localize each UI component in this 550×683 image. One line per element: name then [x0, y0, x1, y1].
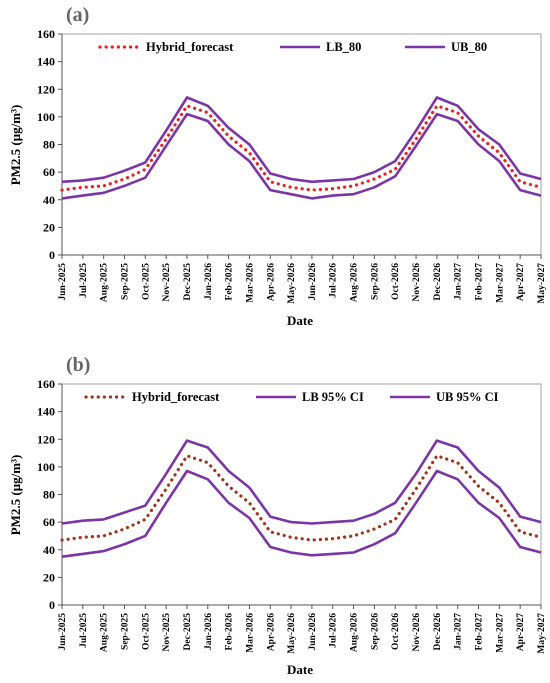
series-line-lb-95-ci [61, 469, 542, 558]
x-tick-label: Mar-2027 [495, 263, 505, 303]
x-axis-title-b: Date [287, 662, 313, 677]
y-tick-label: 60 [43, 165, 55, 179]
x-tick-label: May-2026 [287, 613, 297, 654]
y-axis-title-a: PM2.5 (μg/m³) [8, 105, 23, 186]
x-tick-label: May-2027 [537, 263, 547, 304]
x-tick-label: Aug-2026 [350, 613, 360, 652]
x-tick-label: Jan-2026 [204, 263, 214, 300]
y-tick-label: 100 [37, 460, 55, 474]
x-tick-label: Jan-2027 [454, 613, 464, 650]
y-tick-label: 60 [43, 515, 55, 529]
y-axis-title-b: PM2.5 (μg/m³) [8, 455, 23, 536]
x-tick-label: Oct-2026 [391, 613, 401, 650]
x-tick-label: Oct-2025 [141, 613, 151, 650]
series-line-ub-80 [61, 96, 542, 184]
x-tick-label: Jun-2025 [58, 263, 68, 301]
x-tick-label: Feb-2027 [475, 613, 485, 651]
x-tick-label: Jan-2026 [204, 613, 214, 650]
panel-label-a: (a) [66, 4, 89, 26]
y-tick-label: 160 [37, 377, 55, 391]
y-tick-label: 160 [37, 27, 55, 41]
chart-panel-a: (a) PM2.5 (μg/m³) Date 0 20 40 60 80 100 120 14… [8, 4, 547, 328]
x-tick-label: Jul-2026 [329, 613, 339, 648]
y-tick-label: 40 [43, 543, 55, 557]
x-tick-label: Aug-2025 [100, 613, 110, 652]
y-tick-label: 140 [37, 55, 55, 69]
x-tick-label: Sep-2026 [370, 613, 380, 650]
x-tick-label: Jan-2027 [454, 263, 464, 300]
plot-area [61, 383, 542, 606]
x-tick-label: Jul-2026 [329, 263, 339, 298]
x-tick-label: Feb-2027 [475, 263, 485, 301]
x-tick-label: Apr-2026 [266, 613, 276, 651]
legend-entry: UB 95% CI [436, 390, 499, 404]
y-tick-label: 100 [37, 110, 55, 124]
series-line-hybrid-forecast [60, 454, 543, 542]
y-tick-label: 20 [43, 220, 55, 234]
y-tick-label: 40 [43, 193, 55, 207]
x-tick-label: Apr-2027 [516, 263, 526, 301]
x-tick-label: Dec-2025 [183, 263, 193, 301]
x-tick-label: Nov-2025 [162, 263, 172, 302]
x-axis-title-a: Date [287, 313, 313, 328]
series-line-hybrid-forecast [60, 104, 543, 192]
x-tick-label: Apr-2027 [516, 613, 526, 651]
x-tick-label: Mar-2027 [495, 613, 505, 653]
panel-label-b: (b) [66, 354, 90, 376]
x-tick-label: Feb-2026 [225, 263, 235, 301]
x-tick-label: Mar-2026 [245, 263, 255, 303]
legend-entry: UB_80 [451, 40, 487, 54]
legend-entry: Hybrid_forecast [146, 40, 234, 54]
y-tick-label: 80 [43, 138, 55, 152]
legend-entry: Hybrid_forecast [132, 390, 220, 404]
series-line-ub-95-ci [61, 439, 542, 525]
x-tick-label: Jun-2025 [58, 613, 68, 651]
y-tick-label: 20 [43, 570, 55, 584]
x-tick-label: May-2026 [287, 263, 297, 304]
x-tick-label: Dec-2026 [433, 613, 443, 651]
x-tick-label: Jul-2025 [79, 613, 89, 648]
x-tick-label: Aug-2025 [100, 263, 110, 302]
legend-entry: LB 95% CI [302, 390, 364, 404]
x-tick-label: Sep-2025 [120, 613, 130, 650]
y-tick-label: 0 [49, 248, 55, 262]
x-tick-label: May-2027 [537, 613, 547, 654]
series-line-lb-80 [61, 112, 542, 200]
x-tick-label: Nov-2026 [412, 613, 422, 652]
x-tick-label: Nov-2026 [412, 263, 422, 302]
y-tick-label: 120 [37, 82, 55, 96]
x-tick-label: Nov-2025 [162, 613, 172, 652]
plot-area [61, 33, 542, 256]
x-tick-label: Mar-2026 [245, 613, 255, 653]
x-tick-label: Oct-2025 [141, 263, 151, 300]
chart-panel-b: (b) PM2.5 (μg/m³) Date 0 20 40 60 80 100 120 14… [8, 354, 547, 677]
x-tick-label: Dec-2025 [183, 613, 193, 651]
x-tick-label: Jul-2025 [79, 263, 89, 298]
x-tick-label: Jun-2026 [308, 263, 318, 301]
x-tick-label: Sep-2026 [370, 263, 380, 300]
x-tick-label: Dec-2026 [433, 263, 443, 301]
y-tick-label: 80 [43, 488, 55, 502]
x-tick-label: Jun-2026 [308, 613, 318, 651]
y-tick-label: 0 [49, 598, 55, 612]
x-tick-label: Oct-2026 [391, 263, 401, 300]
x-tick-label: Aug-2026 [350, 263, 360, 302]
x-tick-label: Apr-2026 [266, 263, 276, 301]
y-tick-label: 120 [37, 432, 55, 446]
y-tick-label: 140 [37, 405, 55, 419]
legend-entry: LB_80 [326, 40, 361, 54]
x-tick-label: Feb-2026 [225, 613, 235, 651]
x-tick-label: Sep-2025 [120, 263, 130, 300]
